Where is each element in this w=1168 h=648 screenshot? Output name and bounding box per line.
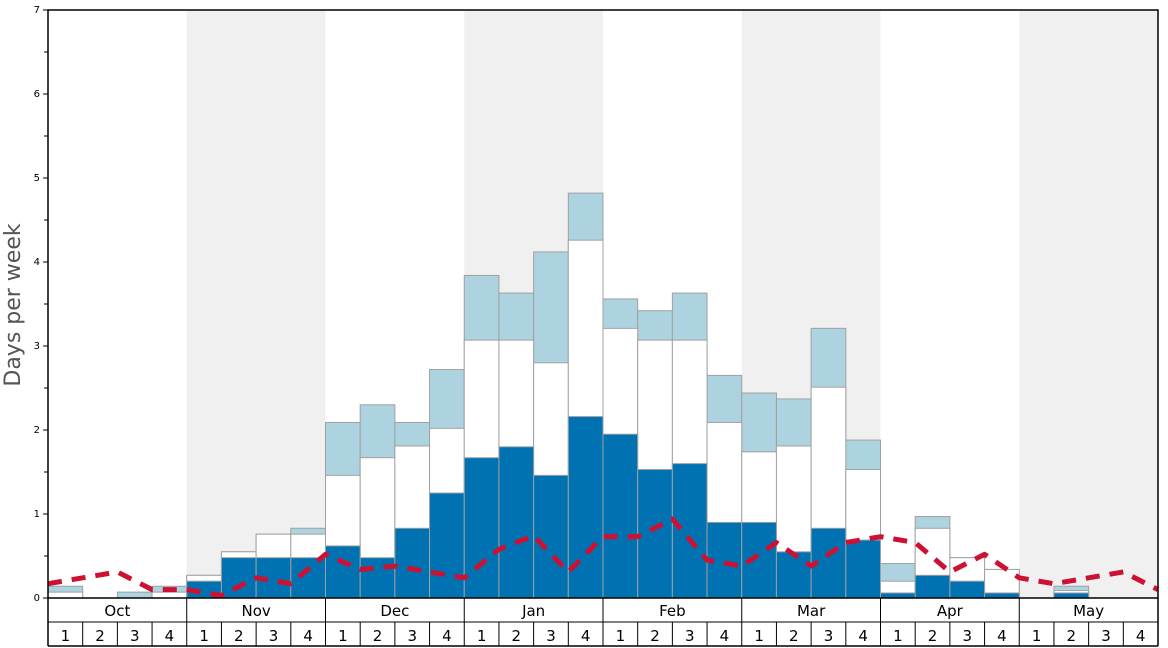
y-tick-label: 7 (34, 5, 40, 16)
week-label: 2 (1067, 627, 1077, 645)
bar-series1-feb-2 (637, 468, 673, 599)
bar-series1-dec-1 (325, 545, 361, 599)
month-label-oct: Oct (104, 602, 130, 620)
y-tick-label: 4 (34, 257, 40, 268)
y-tick-label: 2 (34, 425, 40, 436)
axes-layer: 0 1 2 3 4 5 6 7 Oct 1 2 3 4 Nov 1 2 3 4 Dec 1 2 3 4 Jan 1 2 3 4 Feb 1… (34, 5, 1159, 647)
month-label-jan: Jan (521, 602, 545, 620)
month-label-mar: Mar (797, 602, 826, 620)
week-label: 3 (824, 627, 834, 645)
bar-series1-jan-1 (463, 457, 500, 599)
week-label: 4 (165, 627, 175, 645)
bar-series1-may-2 (1053, 592, 1090, 599)
month-label-feb: Feb (659, 602, 686, 620)
week-label: 4 (720, 627, 730, 645)
week-label: 2 (512, 627, 522, 645)
bar-series1-feb-1 (602, 433, 639, 599)
month-label-nov: Nov (241, 602, 270, 620)
average-dashed-line (47, 516, 1160, 598)
week-label: 4 (1136, 627, 1146, 645)
bar-series1-apr-3 (949, 580, 986, 599)
week-label: 4 (858, 627, 868, 645)
week-label: 4 (581, 627, 591, 645)
week-label: 1 (893, 627, 903, 645)
month-shade-nov (186, 10, 326, 598)
week-label: 3 (269, 627, 279, 645)
bar-series1-apr-1 (880, 592, 916, 599)
week-label: 3 (962, 627, 972, 645)
bar-series1-apr-2 (914, 574, 951, 599)
y-tick-label: 0 (34, 593, 40, 604)
week-label: 2 (95, 627, 105, 645)
bar-series1-jan-4 (567, 416, 604, 599)
week-label: 1 (477, 627, 487, 645)
month-label-dec: Dec (380, 602, 409, 620)
month-label-may: May (1073, 602, 1104, 620)
y-tick-label: 1 (34, 509, 40, 520)
week-label: 3 (407, 627, 417, 645)
week-label: 2 (650, 627, 660, 645)
bar-series2-oct-4 (151, 591, 188, 599)
bar-series2-oct-1 (47, 591, 84, 599)
week-label: 3 (1101, 627, 1111, 645)
y-tick-label: 3 (34, 341, 40, 352)
week-label: 1 (754, 627, 764, 645)
week-label: 1 (199, 627, 209, 645)
bar-series1-jan-2 (498, 446, 535, 599)
week-label: 2 (234, 627, 244, 645)
week-label: 1 (338, 627, 348, 645)
week-label: 1 (1032, 627, 1042, 645)
y-axis-label: Days per week (1, 223, 26, 386)
week-label: 2 (373, 627, 383, 645)
average-line-layer (47, 516, 1160, 598)
bar-series1-feb-3 (671, 463, 708, 599)
bar-series1-nov-2 (220, 557, 257, 599)
week-label: 3 (546, 627, 556, 645)
week-label: 2 (928, 627, 938, 645)
week-label: 1 (61, 627, 71, 645)
y-tick-label: 5 (34, 173, 40, 184)
week-label: 3 (130, 627, 140, 645)
week-label: 4 (303, 627, 313, 645)
bar-series1-mar-4 (845, 539, 881, 599)
month-label-apr: Apr (937, 602, 964, 620)
bar-series1-nov-4 (290, 557, 326, 599)
week-label: 2 (789, 627, 799, 645)
bar-series3-oct-3 (116, 591, 153, 599)
bar-series1-jan-3 (533, 474, 569, 599)
bar-series1-mar-2 (775, 551, 812, 599)
week-label: 4 (997, 627, 1007, 645)
bar-series1-dec-2 (359, 557, 396, 599)
bar-series1-dec-3 (394, 527, 431, 599)
week-label: 4 (442, 627, 452, 645)
week-label: 1 (616, 627, 626, 645)
month-shade-may (1019, 10, 1158, 598)
y-tick-label: 6 (34, 89, 40, 100)
bar-series1-apr-4 (984, 592, 1020, 599)
week-label: 3 (685, 627, 695, 645)
bar-series1-dec-4 (429, 492, 465, 599)
